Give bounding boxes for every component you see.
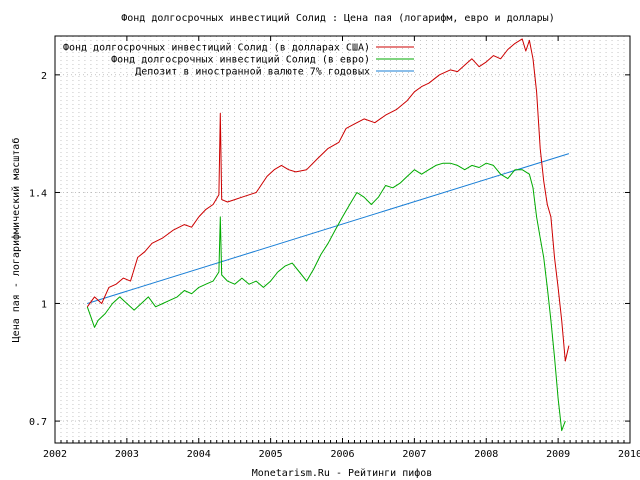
series-line-0: [86, 38, 570, 362]
y-axis-label: Цена пая - логарифмический масштаб: [10, 138, 22, 343]
x-tick-label: 2010: [618, 449, 640, 460]
grid: [55, 36, 630, 443]
x-tick-label: 2008: [474, 449, 498, 460]
y-tick-label: 0.7: [29, 417, 47, 428]
plot-area-border: [54, 35, 631, 444]
x-tick-label: 2004: [187, 449, 211, 460]
y-tick-label: 1.4: [29, 188, 47, 199]
series-line-2: [87, 153, 570, 304]
chart-title: Фонд долгосрочных инвестиций Солид : Цен…: [121, 12, 554, 24]
x-axis-label: Monetarism.Ru - Рейтинги пифов: [252, 467, 433, 479]
y-tick-label: 2: [41, 71, 47, 82]
y-tick-label: 1: [41, 299, 47, 310]
x-tick-label: 2003: [115, 449, 139, 460]
x-tick-label: 2002: [43, 449, 67, 460]
y-axis: 0.7 1 1.4 2: [29, 71, 630, 428]
x-tick-label: 2009: [546, 449, 570, 460]
x-tick-label: 2006: [330, 449, 354, 460]
x-tick-label: 2007: [402, 449, 426, 460]
legend-label: Фонд долгосрочных инвестиций Солид (в до…: [63, 42, 370, 54]
series-line-1: [86, 162, 566, 432]
legend-label: Фонд долгосрочных инвестиций Солид (в ев…: [111, 54, 370, 66]
legend: Фонд долгосрочных инвестиций Солид (в до…: [63, 42, 414, 78]
x-axis: 2002 2003 2004 2005 2006 2007 2008 2009 2010: [43, 36, 640, 460]
legend-label: Депозит в иностранной валюте 7% годовых: [135, 66, 370, 78]
series-layer: [86, 38, 570, 432]
x-tick-label: 2005: [259, 449, 283, 460]
